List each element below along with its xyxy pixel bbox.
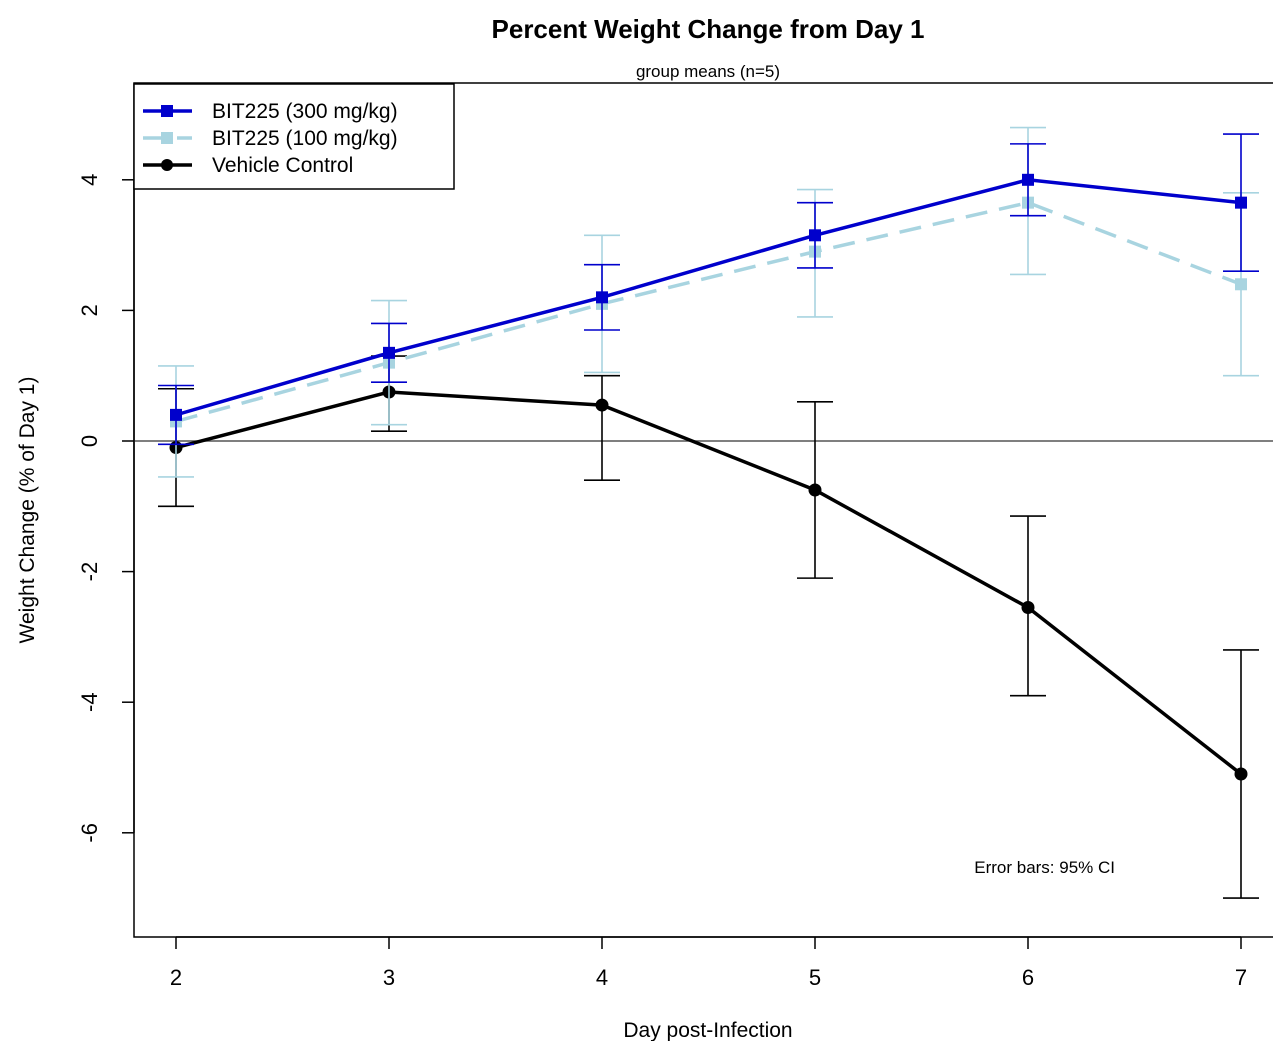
y-tick-label: 4 [77, 174, 102, 186]
chart-subtitle: group means (n=5) [636, 62, 780, 81]
data-point [1022, 173, 1034, 186]
x-tick-label: 4 [596, 965, 608, 990]
x-tick-label: 3 [383, 965, 395, 990]
y-tick-label: -4 [77, 692, 102, 712]
x-tick-label: 6 [1022, 965, 1034, 990]
data-point [1235, 196, 1247, 209]
x-tick-label: 7 [1235, 965, 1247, 990]
series-line [175, 200, 1242, 424]
data-point [596, 291, 608, 304]
legend-marker [161, 132, 173, 144]
legend-marker [161, 159, 173, 171]
plot-frame [133, 82, 1273, 938]
y-tick-label: -6 [77, 823, 102, 843]
legend-entry-vehicle-control: Vehicle Control [143, 154, 353, 177]
legend-entry-bit225-100-mg-kg: BIT225 (100 mg/kg) [143, 127, 398, 150]
legend-marker [161, 105, 173, 117]
legend-label: BIT225 (100 mg/kg) [212, 127, 398, 150]
y-tick-label: -2 [77, 562, 102, 582]
series-vehicle-control [158, 355, 1259, 899]
x-axis-label: Day post-Infection [623, 1019, 792, 1041]
y-tick-label: 0 [77, 435, 102, 447]
y-tick-label: 2 [77, 304, 102, 316]
series-line [175, 178, 1242, 417]
y-axis: -6 -4 -2 0 2 4 [77, 174, 135, 843]
chart-title: Percent Weight Change from Day 1 [492, 14, 925, 44]
data-point [383, 346, 395, 359]
series-line [175, 390, 1243, 776]
error-bar-note: Error bars: 95% CI [974, 858, 1115, 877]
data-point [595, 398, 609, 412]
series-bit225-300-mg-kg [158, 133, 1259, 446]
legend-label: BIT225 (300 mg/kg) [212, 100, 398, 123]
legend: BIT225 (300 mg/kg) BIT225 (100 mg/kg) Vehi… [133, 83, 455, 190]
legend-label: Vehicle Control [212, 154, 353, 177]
legend-entry-bit225-300-mg-kg: BIT225 (300 mg/kg) [143, 100, 398, 123]
series-layer [158, 126, 1259, 899]
y-axis-label: Weight Change (% of Day 1) [16, 377, 39, 644]
data-point [170, 408, 182, 421]
data-point [809, 229, 821, 242]
data-point [1234, 767, 1248, 781]
x-tick-label: 2 [170, 965, 182, 990]
x-axis: 2 3 4 5 6 7 [170, 936, 1247, 990]
x-tick-label: 5 [809, 965, 821, 990]
data-point [1235, 278, 1247, 291]
data-point [808, 483, 822, 497]
data-point [1021, 601, 1035, 615]
